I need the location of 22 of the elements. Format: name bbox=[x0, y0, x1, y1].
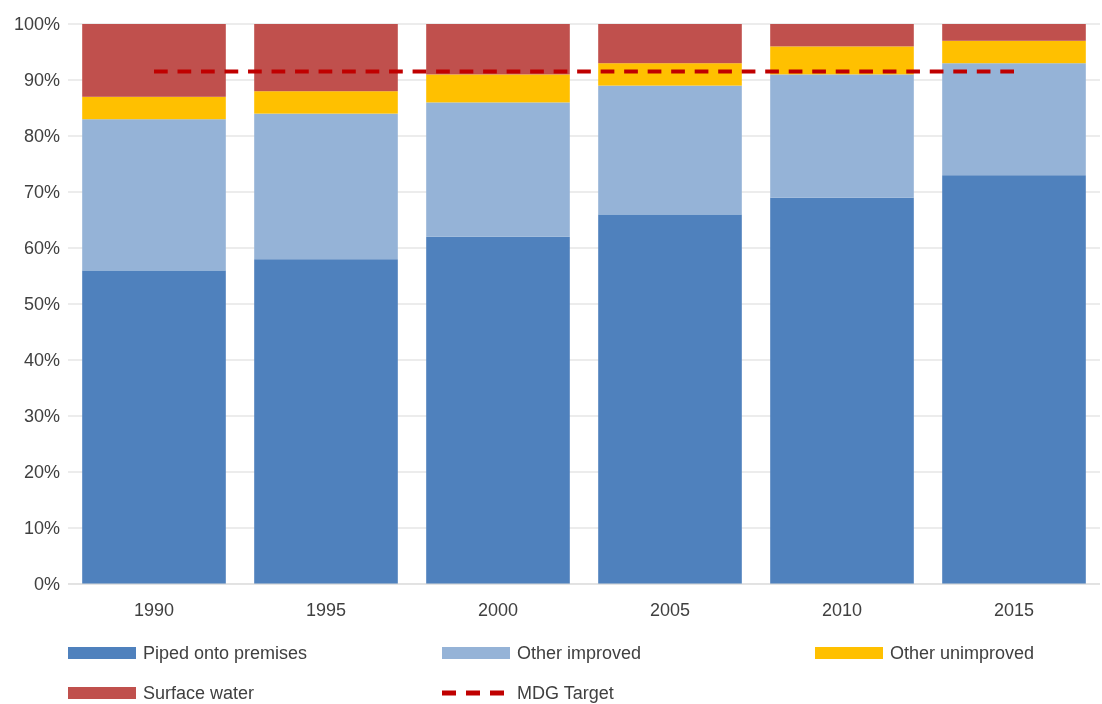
y-tick-label: 70% bbox=[23, 182, 60, 203]
y-tick-label: 10% bbox=[23, 518, 60, 539]
y-tick-label: 80% bbox=[23, 126, 60, 147]
x-tick-label: 2000 bbox=[477, 600, 519, 621]
y-tick-label: 30% bbox=[23, 406, 60, 427]
x-tick-label: 1990 bbox=[133, 600, 175, 621]
legend-label: Other unimproved bbox=[890, 643, 1035, 664]
y-tick-label: 50% bbox=[23, 294, 60, 315]
legend-label: Piped onto premises bbox=[143, 643, 308, 664]
y-tick-label: 20% bbox=[23, 462, 60, 483]
x-tick-label: 2005 bbox=[649, 600, 691, 621]
x-tick-label: 2010 bbox=[821, 600, 863, 621]
y-tick-label: 60% bbox=[23, 238, 60, 259]
legend-label: Surface water bbox=[143, 683, 255, 704]
legend-label: MDG Target bbox=[517, 683, 614, 704]
y-tick-label: 100% bbox=[13, 14, 60, 35]
y-tick-label: 0% bbox=[33, 574, 60, 595]
y-tick-label: 90% bbox=[23, 70, 60, 91]
x-tick-label: 2015 bbox=[993, 600, 1035, 621]
y-tick-label: 40% bbox=[23, 350, 60, 371]
x-tick-label: 1995 bbox=[305, 600, 347, 621]
legend-label: Other improved bbox=[517, 643, 642, 664]
